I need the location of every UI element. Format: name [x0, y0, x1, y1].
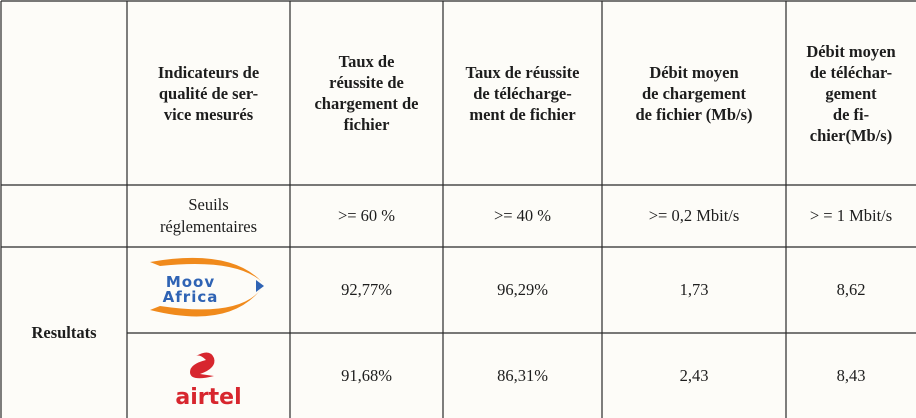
cell-text: Indicateurs de: [157, 62, 260, 82]
logo-arrow: [256, 280, 264, 292]
cell-text: vice mesurés: [163, 104, 254, 124]
cell-text: Africa: [162, 288, 219, 306]
result-value: 8,43: [786, 333, 916, 418]
threshold-value: >= 60 %: [290, 185, 443, 247]
cell-text: Taux de: [338, 52, 395, 71]
cell-text: Resultats: [31, 323, 97, 342]
cell-text: Seuils: [188, 195, 229, 214]
cell-text: Débit moyen: [806, 41, 896, 61]
cell-text: 8,43: [836, 365, 866, 385]
result-value: 8,62: [786, 247, 916, 333]
cell-text: de chargement: [641, 83, 746, 103]
cell-text: de fi-: [832, 104, 870, 124]
operator-logo: Moov Africa: [127, 247, 290, 333]
cell-text: 92,77%: [341, 280, 392, 299]
cell-text: de fichier (Mb/s): [635, 104, 753, 124]
threshold-value: > = 1 Mbit/s: [786, 185, 916, 247]
cell-text: 2,43: [679, 365, 709, 385]
operator-logo: airtel: [127, 333, 290, 418]
cell-text: >= 40 %: [493, 206, 552, 225]
cell-text: 86,31%: [497, 365, 548, 385]
cell-text: gement: [825, 83, 877, 103]
result-value: 2,43: [602, 333, 786, 418]
header-cell: Indicateurs de qualité de ser-vice mesuré…: [127, 1, 290, 185]
result-value: 96,29%: [443, 247, 602, 333]
cell-text: >= 0,2 Mbit/s: [648, 206, 740, 225]
logo-swoosh: [150, 288, 262, 317]
cell-text: > = 1 Mbit/s: [809, 206, 893, 225]
logo-swirl: [190, 352, 215, 379]
results-label: Resultats: [1, 247, 127, 418]
threshold-value: >= 0,2 Mbit/s: [602, 185, 786, 247]
cell-text: chier(Mb/s): [809, 125, 893, 145]
cell-text: de télécharge-: [473, 83, 572, 103]
header-cell: Débit moyen de chargement de fichier (Mb/s…: [602, 1, 786, 185]
cell-text: de téléchar-: [809, 62, 893, 82]
cell-text: réglementaires: [159, 217, 258, 236]
logo-swoosh: [150, 257, 262, 282]
result-value: 86,31%: [443, 333, 602, 418]
cell-text: fichier: [343, 115, 390, 134]
cell-text: >= 60 %: [337, 206, 396, 225]
cell-text: qualité de ser-: [158, 83, 259, 103]
header-cell: Taux de réussite de télécharge-ment de fi…: [443, 1, 602, 185]
cell-text: 8,62: [836, 280, 866, 299]
header-cell: Débit moyen de téléchar-gement de fi-chier…: [786, 1, 916, 185]
cell-text: 91,68%: [341, 365, 392, 385]
cell-text: 96,29%: [497, 280, 548, 299]
threshold-value: >= 40 %: [443, 185, 602, 247]
result-value: 92,77%: [290, 247, 443, 333]
result-value: 1,73: [602, 247, 786, 333]
cell-text: Moov: [165, 273, 216, 291]
cell-text: Taux de réussite: [465, 62, 580, 82]
threshold-label: Seuils réglementaires: [127, 185, 290, 247]
cell-text: airtel: [175, 385, 242, 410]
header-cell: Taux de réussite de chargement de fichier: [290, 1, 443, 185]
cell-text: réussite de: [329, 73, 404, 92]
result-value: 91,68%: [290, 333, 443, 418]
cell-text: chargement de: [314, 94, 419, 113]
cell-text: Débit moyen: [649, 62, 739, 82]
cell-text: 1,73: [679, 280, 709, 299]
cell-text: ment de fichier: [469, 104, 576, 124]
